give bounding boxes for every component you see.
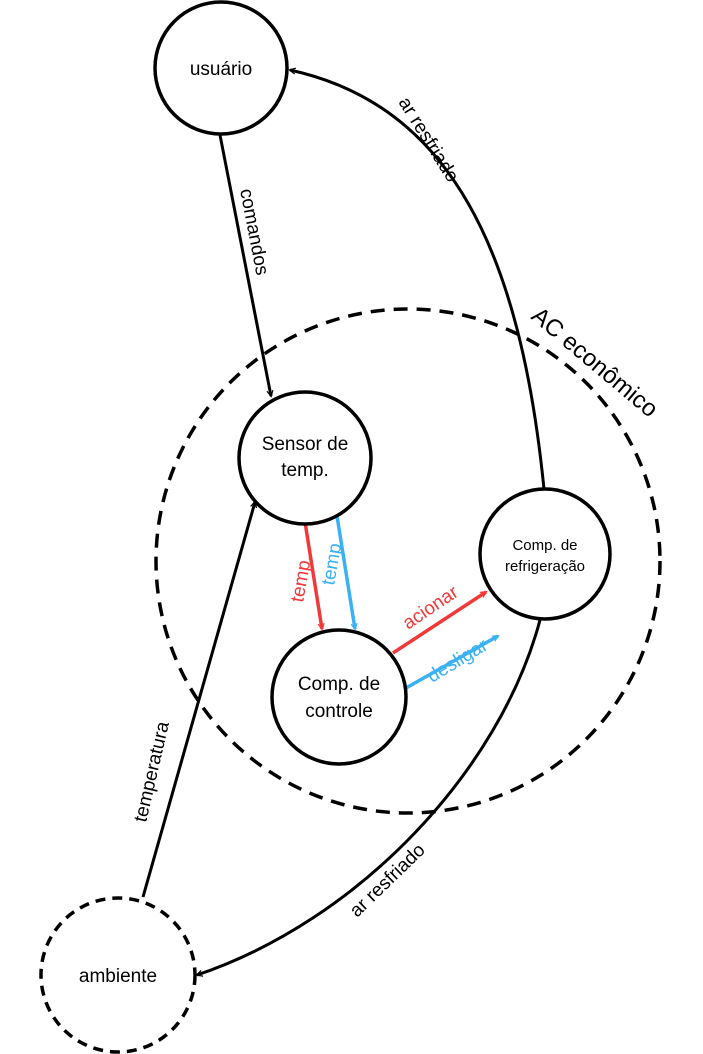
node-controle-label-2: controle <box>305 701 373 722</box>
edge-temp-red <box>303 521 325 631</box>
edge-label-ar-resfriado-bottom: ar resfriado <box>346 840 430 922</box>
edge-label-temp-red: temp. <box>287 553 316 603</box>
system-boundary <box>154 307 662 815</box>
edge-ar-resfriado-top <box>288 67 546 490</box>
node-usuario-label: usuário <box>190 59 252 80</box>
node-refrigeracao-label-1: Comp. de <box>512 537 577 554</box>
edge-temp-blue <box>335 515 358 631</box>
system-label: AC econômico <box>526 302 663 423</box>
node-controle: Comp. de controle <box>270 628 408 766</box>
edge-desligar <box>405 634 500 690</box>
node-ambiente-label: ambiente <box>79 966 157 987</box>
node-sensor-label-1: Sensor de <box>262 434 349 455</box>
node-controle-label-1: Comp. de <box>298 674 380 695</box>
edge-label-ar-resfriado-top: ar resfriado <box>394 94 463 187</box>
edge-acionar <box>392 590 488 655</box>
node-refrigeracao: Comp. de refrigeração <box>478 487 612 621</box>
edge-comandos <box>218 134 274 398</box>
edge-label-desligar: desligar <box>424 635 492 688</box>
node-sensor-label-2: temp. <box>281 460 329 481</box>
edge-label-temp-blue: temp. <box>318 536 347 586</box>
node-refrigeracao-label-2: refrigeração <box>505 558 585 575</box>
edge-temperatura <box>141 500 258 898</box>
edge-label-comandos: comandos <box>235 187 272 277</box>
node-ambiente: ambiente <box>39 896 197 1054</box>
edge-ar-resfriado-bottom <box>195 619 542 977</box>
node-usuario: usuário <box>153 0 289 136</box>
node-sensor: Sensor de temp. <box>237 390 373 526</box>
